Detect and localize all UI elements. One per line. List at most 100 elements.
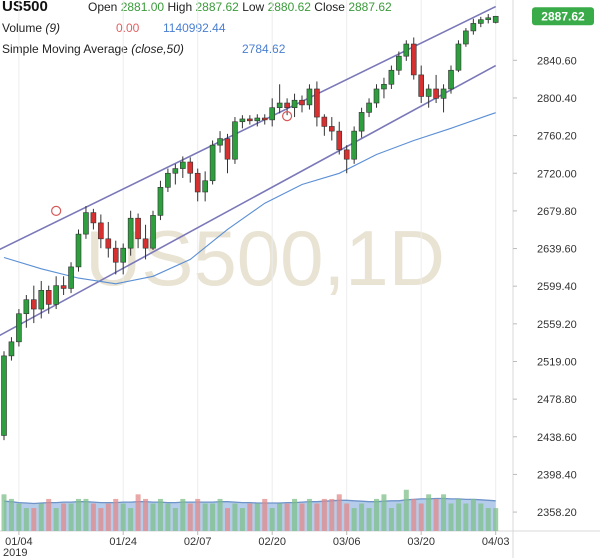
candle-body <box>455 43 462 71</box>
volume-bar <box>157 498 163 531</box>
candle-body <box>217 138 223 146</box>
volume-bar <box>187 503 193 531</box>
last-price-label: 2887.62 <box>541 9 585 23</box>
candle-body <box>373 88 380 104</box>
volume-bar <box>83 498 89 531</box>
volume-bar <box>53 508 59 531</box>
candle-body <box>388 69 395 85</box>
candle-body <box>127 217 134 249</box>
candle-body <box>247 118 253 122</box>
candle-body <box>463 30 469 45</box>
candle-body <box>1 355 7 436</box>
candle-body <box>410 43 417 76</box>
candle-body <box>16 313 22 343</box>
sma-value: 2784.62 <box>242 42 286 56</box>
sma-legend: Simple Moving Average (close,50) <box>2 42 184 56</box>
volume-bar <box>16 503 22 531</box>
y-tick-label: 2639.60 <box>537 244 577 256</box>
x-tick-label: 02/20 <box>258 536 286 548</box>
candle-body <box>165 172 171 188</box>
close-label: Close <box>314 0 345 14</box>
candle-body <box>60 285 67 289</box>
event-marker <box>282 111 293 122</box>
volume-bar <box>120 503 126 531</box>
sma-label: Simple Moving Average <box>2 42 128 56</box>
volume-param: (9) <box>45 21 61 35</box>
x-tick-label: 01/24 <box>109 536 137 548</box>
volume-bar <box>143 498 149 531</box>
candle-body <box>239 118 246 123</box>
volume-bar <box>135 494 141 531</box>
y-tick-label: 2519.00 <box>537 356 577 368</box>
watermark-text: US500,1D <box>85 214 445 302</box>
candle-body <box>187 161 194 174</box>
sma-line <box>3 112 496 285</box>
x-tick-label: 03/20 <box>407 536 435 548</box>
volume-bar <box>448 503 454 531</box>
candle-body <box>433 88 439 99</box>
volume-bar <box>38 503 44 531</box>
y-tick-label: 2760.20 <box>537 131 577 143</box>
open-label: Open <box>88 0 118 14</box>
volume-bar <box>172 508 178 531</box>
year-label: 2019 <box>3 547 27 558</box>
volume-bar <box>262 498 268 531</box>
candle-body <box>403 43 410 57</box>
volume-bar <box>195 498 201 531</box>
candle-body <box>38 290 45 310</box>
volume-legend: Volume (9) <box>2 21 60 35</box>
volume-bar <box>306 498 312 531</box>
candle-body <box>98 222 104 240</box>
volume-bar <box>485 508 491 531</box>
candle-body <box>477 19 484 24</box>
volume-bar <box>217 498 223 531</box>
candle-body <box>343 149 350 160</box>
volume-bar <box>396 503 402 531</box>
candle-body <box>90 212 97 224</box>
volume-bar <box>150 503 156 531</box>
y-tick-label: 2478.80 <box>537 394 577 406</box>
open-value: 2881.00 <box>120 0 165 14</box>
volume-bar <box>128 508 134 531</box>
volume-bar <box>90 503 96 531</box>
volume-bar <box>23 508 29 531</box>
low-label: Low <box>242 0 265 14</box>
x-tick-label: 02/07 <box>184 536 212 548</box>
y-tick-label: 2559.20 <box>537 319 577 331</box>
candle-body <box>396 55 402 71</box>
volume-bar <box>433 498 439 531</box>
candle-body <box>492 15 499 23</box>
y-tick-label: 2599.40 <box>537 281 577 293</box>
candle-body <box>470 23 477 32</box>
candle-body <box>83 212 89 235</box>
candle-body <box>284 102 290 108</box>
volume-bar <box>478 503 484 531</box>
candle-body <box>120 247 126 263</box>
close-value: 2887.62 <box>348 0 392 14</box>
candle-body <box>276 102 283 108</box>
candle-body <box>448 69 454 90</box>
high-value: 2887.62 <box>195 0 239 14</box>
candle-body <box>261 117 268 121</box>
candle-body <box>209 144 216 182</box>
volume-bar <box>165 503 171 531</box>
candle-body <box>180 161 186 169</box>
candle-body <box>291 99 298 108</box>
volume-bar <box>8 498 14 531</box>
volume-bar <box>470 498 476 531</box>
volume-change: 0.00 <box>116 21 140 35</box>
sma-param: (close,50) <box>131 42 184 56</box>
volume-bar <box>232 503 238 531</box>
candle-body <box>425 88 432 97</box>
x-tick-label: 03/06 <box>333 536 361 548</box>
y-tick-label: 2720.00 <box>537 168 577 180</box>
low-value: 2880.62 <box>267 0 311 14</box>
volume-bar <box>31 508 37 531</box>
volume-bar <box>1 494 7 531</box>
volume-bar <box>269 508 275 531</box>
candle-body <box>269 107 276 121</box>
volume-bar <box>351 508 357 531</box>
volume-bar <box>455 498 461 531</box>
symbol-row: US500 <box>2 0 48 15</box>
